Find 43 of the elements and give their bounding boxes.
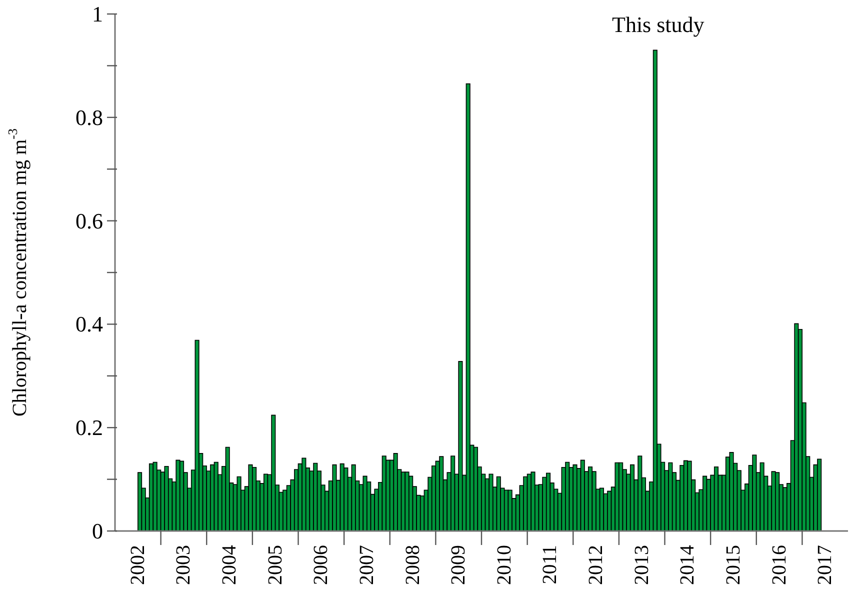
x-tick-label: 2013 bbox=[630, 545, 653, 585]
bar bbox=[450, 456, 456, 531]
bar bbox=[271, 414, 276, 531]
annotation: This study bbox=[612, 12, 704, 38]
x-tick-label: 2011 bbox=[539, 545, 562, 584]
x-tick-label: 2003 bbox=[172, 545, 195, 585]
bar bbox=[546, 472, 551, 531]
bar bbox=[194, 340, 200, 531]
bar bbox=[752, 454, 757, 531]
y-tick-label: 0.4 bbox=[76, 312, 103, 337]
x-tick-label: 2017 bbox=[814, 545, 836, 585]
x-tick-label: 2004 bbox=[218, 545, 241, 585]
bar bbox=[473, 446, 478, 531]
y-tick-label: 0.8 bbox=[76, 104, 103, 130]
x-tick-label: 2006 bbox=[310, 545, 332, 585]
x-tick-label: 2012 bbox=[585, 545, 608, 585]
bar bbox=[466, 83, 470, 531]
y-tick-label: 0 bbox=[92, 518, 103, 544]
y-tick-label: 0.2 bbox=[76, 415, 103, 440]
x-tick-label: 2015 bbox=[722, 545, 744, 585]
bar bbox=[138, 472, 142, 531]
bar bbox=[164, 466, 169, 531]
y-tick-label: 1 bbox=[92, 2, 103, 26]
x-tick-label: 2016 bbox=[768, 545, 790, 585]
x-tick-label: 2007 bbox=[356, 545, 378, 585]
bar bbox=[652, 50, 658, 531]
bar bbox=[332, 464, 337, 531]
bar bbox=[488, 474, 494, 531]
bar bbox=[775, 472, 780, 531]
x-tick-label: 2014 bbox=[676, 545, 699, 585]
x-tick-label: 2009 bbox=[448, 545, 470, 585]
x-tick-label: 2008 bbox=[402, 545, 424, 585]
bar bbox=[638, 456, 642, 531]
y-tick-label: 0.6 bbox=[76, 208, 103, 234]
bar bbox=[458, 361, 463, 531]
bar bbox=[530, 472, 536, 531]
bar bbox=[630, 464, 635, 531]
bar bbox=[252, 467, 257, 531]
x-tick-label: 2002 bbox=[126, 545, 149, 585]
x-tick-label: 2005 bbox=[264, 545, 286, 585]
bar bbox=[817, 458, 822, 531]
x-tick-label: 2010 bbox=[493, 545, 516, 585]
bar bbox=[439, 456, 444, 531]
